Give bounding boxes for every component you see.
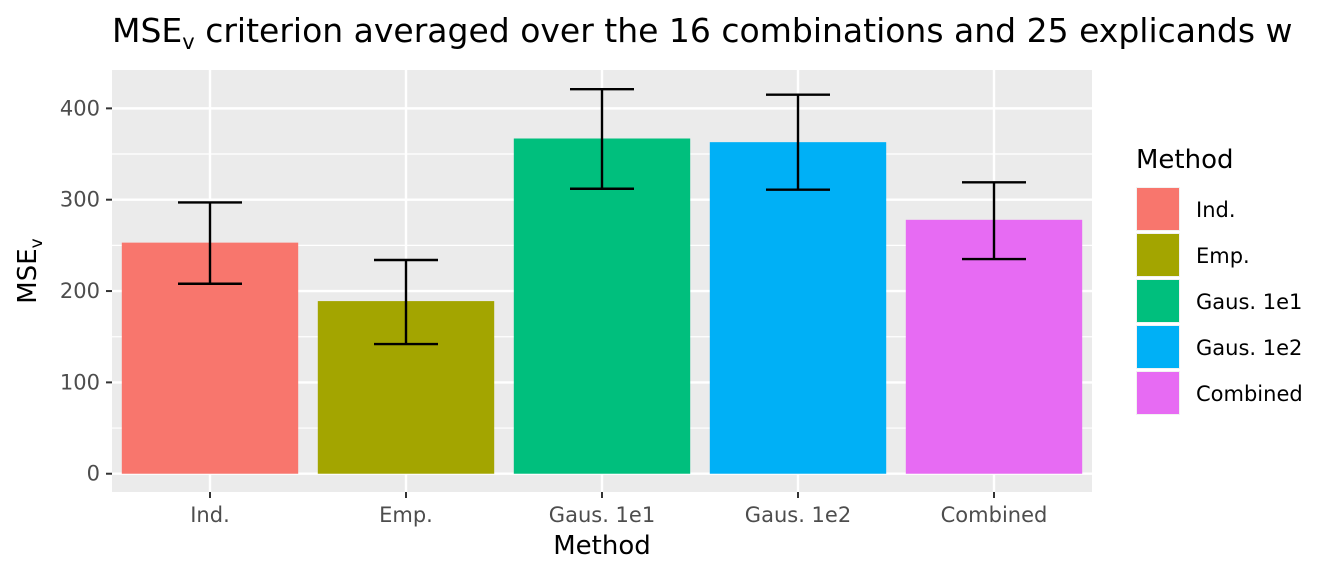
- legend-label: Combined: [1196, 382, 1303, 406]
- error-bar: [374, 258, 438, 346]
- chart-title: MSEv criterion averaged over the 16 comb…: [112, 11, 1293, 54]
- legend-item: Ind.: [1136, 187, 1236, 231]
- error-bar: [766, 93, 830, 191]
- bar: [513, 138, 691, 474]
- legend-title: Method: [1136, 145, 1234, 175]
- y-axis-title-subscript: v: [27, 238, 47, 248]
- bar: [709, 142, 887, 474]
- x-tick-label: Emp.: [379, 503, 433, 527]
- error-bar: [178, 201, 242, 285]
- bars: [121, 138, 1083, 474]
- legend-item: Combined: [1136, 371, 1303, 415]
- x-axis: Ind. Emp. Gaus. 1e1 Gaus. 1e2 Combined: [190, 492, 1047, 527]
- y-axis-title-main: MSE: [13, 248, 43, 303]
- y-tick-label: 300: [60, 188, 100, 212]
- legend-label: Ind.: [1196, 198, 1236, 222]
- legend-item: Emp.: [1136, 233, 1250, 277]
- legend-item: Gaus. 1e1: [1136, 279, 1302, 323]
- legend-swatch: [1137, 372, 1179, 414]
- chart-title-rest: criterion averaged over the 16 combinati…: [195, 11, 1293, 50]
- y-axis-title: MSEv: [13, 238, 47, 303]
- x-tick-label: Gaus. 1e1: [549, 503, 655, 527]
- legend-label: Emp.: [1196, 244, 1250, 268]
- legend-label: Gaus. 1e2: [1196, 336, 1302, 360]
- x-tick-label: Ind.: [190, 503, 230, 527]
- error-bar: [570, 87, 634, 190]
- chart-title-main: MSE: [112, 11, 182, 50]
- y-tick-label: 100: [60, 370, 100, 394]
- legend-swatch: [1137, 326, 1179, 368]
- legend-swatch: [1137, 188, 1179, 230]
- legend-label: Gaus. 1e1: [1196, 290, 1302, 314]
- bar: [905, 219, 1083, 474]
- legend-swatch: [1137, 280, 1179, 322]
- legend-item: Gaus. 1e2: [1136, 325, 1302, 369]
- x-tick-label: Gaus. 1e2: [745, 503, 851, 527]
- y-tick-label: 0: [87, 462, 100, 486]
- chart-title-subscript: v: [182, 30, 194, 54]
- y-tick-label: 400: [60, 96, 100, 120]
- x-axis-title: Method: [553, 531, 651, 561]
- legend: Method Ind. Emp. Gaus. 1e1 Gaus. 1e2 Combine…: [1136, 145, 1303, 415]
- error-bar: [962, 181, 1026, 261]
- error-bars: [178, 87, 1026, 346]
- x-tick-label: Combined: [941, 503, 1048, 527]
- legend-swatch: [1137, 234, 1179, 276]
- y-tick-label: 200: [60, 279, 100, 303]
- y-axis: 0 100 200 300 400: [60, 96, 112, 486]
